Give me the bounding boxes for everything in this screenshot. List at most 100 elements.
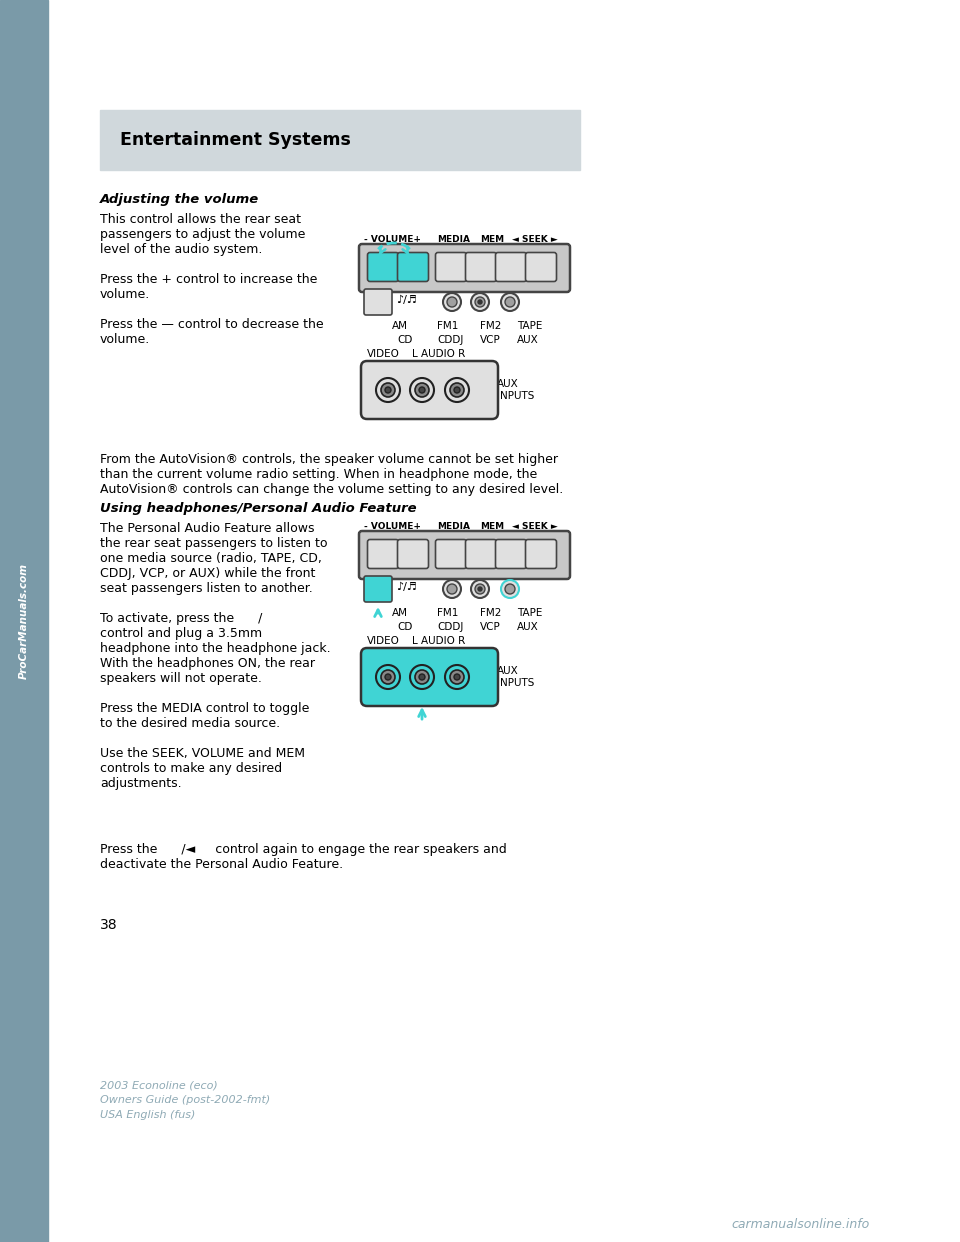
FancyBboxPatch shape [364,576,392,602]
Text: AUX: AUX [517,335,539,345]
Text: seat passengers listen to another.: seat passengers listen to another. [100,582,313,595]
Circle shape [478,587,482,591]
Text: Press the + control to increase the: Press the + control to increase the [100,273,318,286]
Circle shape [447,297,457,307]
Text: From the AutoVision® controls, the speaker volume cannot be set higher: From the AutoVision® controls, the speak… [100,453,558,466]
Text: L AUDIO R: L AUDIO R [412,349,466,359]
FancyBboxPatch shape [359,532,570,579]
Text: The Personal Audio Feature allows: The Personal Audio Feature allows [100,522,315,535]
Circle shape [415,669,429,684]
Circle shape [376,378,400,402]
Circle shape [410,664,434,689]
Text: CDDJ: CDDJ [437,622,464,632]
Circle shape [419,674,425,681]
FancyBboxPatch shape [466,539,496,569]
Text: Press the      /◄     control again to engage the rear speakers and: Press the /◄ control again to engage the… [100,843,507,856]
Text: ProCarManuals.com: ProCarManuals.com [19,563,29,679]
Text: adjustments.: adjustments. [100,777,181,790]
Text: passengers to adjust the volume: passengers to adjust the volume [100,229,305,241]
Circle shape [501,293,519,310]
Text: FM1: FM1 [437,609,458,619]
Text: This control allows the rear seat: This control allows the rear seat [100,212,301,226]
Text: - VOLUME+: - VOLUME+ [364,235,421,243]
Text: VIDEO: VIDEO [367,349,400,359]
FancyBboxPatch shape [525,539,557,569]
Text: MEDIA: MEDIA [437,235,470,243]
Text: ◄ SEEK ►: ◄ SEEK ► [512,235,558,243]
Circle shape [443,293,461,310]
FancyBboxPatch shape [361,361,498,419]
FancyBboxPatch shape [495,539,526,569]
Text: ♪/♬: ♪/♬ [396,296,417,306]
Text: CDDJ: CDDJ [437,335,464,345]
Text: one media source (radio, TAPE, CD,: one media source (radio, TAPE, CD, [100,551,322,565]
Circle shape [385,388,391,392]
Text: 2003 Econoline (eco): 2003 Econoline (eco) [100,1081,218,1090]
Text: FM2: FM2 [480,609,501,619]
Circle shape [454,674,460,681]
Circle shape [471,580,489,597]
Circle shape [450,383,464,397]
Circle shape [501,580,519,597]
Text: CDDJ, VCP, or AUX) while the front: CDDJ, VCP, or AUX) while the front [100,568,316,580]
Circle shape [443,580,461,597]
Circle shape [445,664,469,689]
FancyBboxPatch shape [525,252,557,282]
Text: AM: AM [392,609,408,619]
Text: volume.: volume. [100,288,151,301]
Text: AM: AM [392,320,408,332]
Text: To activate, press the      /: To activate, press the / [100,612,262,625]
Circle shape [454,388,460,392]
Text: CD: CD [397,622,413,632]
Circle shape [381,383,395,397]
Text: Press the MEDIA control to toggle: Press the MEDIA control to toggle [100,702,309,715]
Text: headphone into the headphone jack.: headphone into the headphone jack. [100,642,330,655]
Text: With the headphones ON, the rear: With the headphones ON, the rear [100,657,315,669]
Text: than the current volume radio setting. When in headphone mode, the: than the current volume radio setting. W… [100,468,538,481]
Text: Owners Guide (post-2002-fmt): Owners Guide (post-2002-fmt) [100,1095,271,1105]
Circle shape [376,664,400,689]
FancyBboxPatch shape [361,648,498,705]
Text: AutoVision® controls can change the volume setting to any desired level.: AutoVision® controls can change the volu… [100,483,564,496]
Text: level of the audio system.: level of the audio system. [100,243,262,256]
Circle shape [505,584,515,594]
Text: L AUDIO R: L AUDIO R [412,636,466,646]
Text: control and plug a 3.5mm: control and plug a 3.5mm [100,627,262,640]
Text: AUX
INPUTS: AUX INPUTS [497,666,535,688]
Text: deactivate the Personal Audio Feature.: deactivate the Personal Audio Feature. [100,858,343,871]
FancyBboxPatch shape [368,252,398,282]
Text: Using headphones/Personal Audio Feature: Using headphones/Personal Audio Feature [100,502,417,515]
Circle shape [471,293,489,310]
Bar [100,111,580,170]
Text: - VOLUME+: - VOLUME+ [364,522,421,532]
FancyBboxPatch shape [368,539,398,569]
FancyBboxPatch shape [397,539,428,569]
FancyBboxPatch shape [397,252,428,282]
Text: VCP: VCP [480,335,501,345]
Text: AUX
INPUTS: AUX INPUTS [497,379,535,401]
Text: Use the SEEK, VOLUME and MEM: Use the SEEK, VOLUME and MEM [100,746,305,760]
Text: TAPE: TAPE [517,320,542,332]
Text: 38: 38 [100,918,118,932]
FancyBboxPatch shape [495,252,526,282]
Circle shape [445,378,469,402]
Circle shape [478,301,482,304]
Circle shape [410,378,434,402]
Circle shape [475,297,485,307]
Text: VIDEO: VIDEO [367,636,400,646]
Circle shape [415,383,429,397]
Text: VCP: VCP [480,622,501,632]
FancyBboxPatch shape [364,289,392,315]
FancyBboxPatch shape [359,243,570,292]
FancyBboxPatch shape [466,252,496,282]
Text: MEM: MEM [480,235,504,243]
Circle shape [450,669,464,684]
Text: Entertainment Systems: Entertainment Systems [120,130,350,149]
Text: Adjusting the volume: Adjusting the volume [100,193,259,206]
Text: controls to make any desired: controls to make any desired [100,763,282,775]
Circle shape [505,297,515,307]
Circle shape [447,584,457,594]
Circle shape [385,674,391,681]
FancyBboxPatch shape [436,539,467,569]
Text: MEDIA: MEDIA [437,522,470,532]
